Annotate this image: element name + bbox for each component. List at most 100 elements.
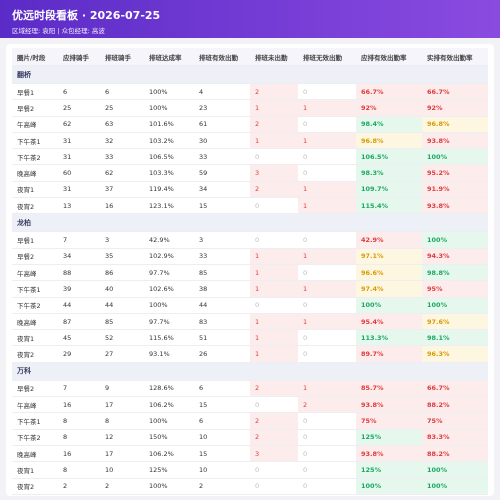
header-row: 圈片/时段 应排骑手 排班骑手 排班达成率 排班有效出勤 排班未出勤 排班无效出勤 应排有效出… [12, 48, 488, 66]
data-row: 早餐2 25 25 100% 23 1 1 92% 92% [12, 100, 488, 117]
cell: 96.3% [422, 346, 488, 362]
cell: 59 [199, 169, 208, 178]
cell: 25 [105, 103, 114, 112]
data-row: 夜宵2 13 16 123.1% 15 0 1 115.4% 93.8% [12, 198, 488, 215]
cell: 1 [298, 380, 356, 397]
cell: 97.7% [149, 317, 170, 326]
cell: 2 [250, 413, 298, 429]
cell: 下午茶1 [17, 285, 41, 294]
cell: 66.7% [422, 84, 488, 100]
subtitle: 区域经理: 袁阳 | 众包经理: 高波 [12, 27, 105, 35]
cell: 62 [105, 169, 114, 178]
cell: 7 [63, 236, 68, 245]
cell: 102.6% [149, 284, 174, 293]
cell: 94.3% [422, 248, 488, 264]
cell: 113.3% [356, 330, 422, 346]
cell: 15 [199, 400, 208, 409]
cell: 午高峰 [17, 401, 37, 410]
cell: 42.9% [149, 236, 170, 245]
cell: 96.6% [356, 264, 422, 281]
cell: 3 [105, 236, 110, 245]
cell: 101.6% [149, 120, 174, 129]
cell: 98.3% [356, 165, 422, 181]
cell: 33 [105, 152, 114, 161]
cell: 93.8% [422, 132, 488, 149]
column-header: 圈片/时段 [17, 53, 46, 62]
cell: 97.7% [149, 268, 170, 277]
cell: 87 [63, 317, 72, 326]
group-name: 翻桥 [17, 70, 31, 79]
cell: 86 [105, 268, 114, 277]
cell: 0 [255, 400, 260, 409]
cell: 38 [199, 284, 208, 293]
cell: 0 [303, 120, 308, 129]
cell: 128.6% [149, 384, 174, 393]
data-row: 下午茶1 8 8 100% 6 2 0 75% 75% [12, 413, 488, 430]
cell: 8 [105, 416, 110, 425]
cell: 115.4% [356, 198, 422, 214]
cell: 夜宵2 [17, 202, 35, 211]
cell: 89.7% [356, 346, 422, 362]
cell: 早餐2 [17, 253, 35, 262]
cell: 0 [303, 236, 308, 245]
cell: 95% [422, 281, 488, 297]
cell: 30 [199, 136, 208, 145]
group-row: 万科 [12, 362, 488, 381]
cell: 83 [199, 317, 208, 326]
cell: 85 [199, 268, 208, 277]
cell: 29 [63, 350, 72, 359]
cell: 夜宵1 [17, 466, 35, 475]
data-row: 早餐2 7 9 128.6% 6 2 1 85.7% 66.7% [12, 380, 488, 398]
cell: 100% [422, 232, 488, 248]
group-name: 龙柏 [17, 218, 31, 227]
cell: 88.2% [422, 445, 488, 462]
data-row: 夜宵2 29 27 93.1% 26 1 0 89.7% 96.3% [12, 346, 488, 363]
cell: 10 [105, 465, 114, 474]
column-header: 排班骑手 [105, 53, 131, 62]
cell: 1 [298, 181, 356, 198]
cell: 8 [63, 465, 68, 474]
data-row: 晚高峰 60 62 103.3% 59 3 0 98.3% 95.2% [12, 165, 488, 182]
cell: 2 [105, 482, 110, 491]
column-header: 排班无效出勤 [303, 53, 342, 62]
cell: 26 [199, 350, 208, 359]
data-row: 夜宵1 31 37 119.4% 34 2 1 109.7% 91.9% [12, 181, 488, 199]
cell: 75% [356, 413, 422, 429]
cell: 1 [250, 248, 298, 264]
cell: 6 [199, 384, 204, 393]
cell: 1 [250, 313, 298, 330]
cell: 早餐2 [17, 385, 35, 394]
cell: 35 [105, 252, 114, 261]
cell: 106.2% [149, 400, 174, 409]
cell: 25 [63, 103, 72, 112]
cell: 66.7% [356, 84, 422, 100]
cell: 51 [199, 333, 208, 342]
cell: 92% [422, 100, 488, 116]
cell: 0 [255, 465, 260, 474]
cell: 1 [250, 281, 298, 297]
cell: 31 [63, 152, 72, 161]
cell: 晚高峰 [17, 450, 37, 459]
cell: 16 [105, 201, 114, 210]
cell: 6 [63, 87, 68, 96]
cell: 44 [199, 301, 208, 310]
cell: 91.9% [422, 181, 488, 198]
cell: 0 [303, 449, 308, 458]
cell: 晚高峰 [17, 318, 37, 327]
cell: 0 [303, 268, 308, 277]
cell: 17 [105, 400, 114, 409]
cell: 95.2% [422, 165, 488, 181]
cell: 100% [356, 297, 422, 313]
cell: 106.2% [149, 449, 174, 458]
cell: 102.9% [149, 252, 174, 261]
cell: 1 [298, 132, 356, 149]
cell: 103.2% [149, 136, 174, 145]
cell: 9 [105, 384, 110, 393]
cell: 8 [63, 416, 68, 425]
cell: 34 [63, 252, 72, 261]
cell: 75% [422, 413, 488, 429]
cell: 66.7% [422, 380, 488, 397]
data-row: 夜宵1 8 10 125% 10 0 0 125% 100% [12, 462, 488, 479]
cell: 1 [250, 264, 298, 281]
